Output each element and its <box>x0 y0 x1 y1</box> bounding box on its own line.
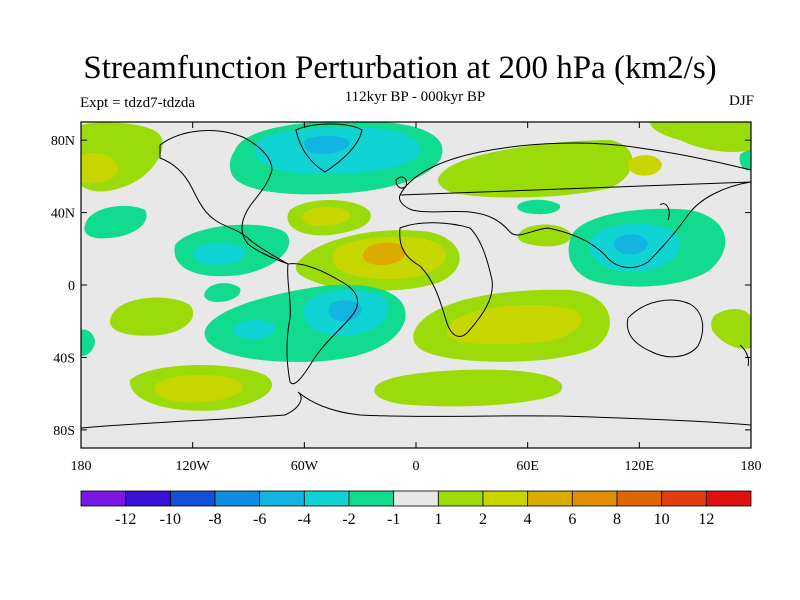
contour-region <box>614 234 648 255</box>
australia-coast <box>626 299 704 358</box>
colorbar-label: -4 <box>298 511 311 528</box>
colorbar-label: 10 <box>654 511 670 528</box>
lon-tick-label: 60W <box>291 459 319 474</box>
uk-coast <box>395 176 407 189</box>
colorbar-swatch <box>259 490 305 507</box>
colorbar-swatch <box>169 490 216 507</box>
contour-region <box>650 122 751 152</box>
contour-region <box>328 300 362 322</box>
colorbar-label: -12 <box>115 511 136 528</box>
colorbar-label: 12 <box>698 511 714 528</box>
colorbar-swatch <box>214 490 261 507</box>
lat-tick-label: 40S <box>53 351 75 366</box>
colorbar-swatch <box>348 490 395 507</box>
season-label: DJF <box>728 93 754 109</box>
contour-region <box>517 199 561 215</box>
africa-coast <box>399 222 493 337</box>
contour-region <box>84 205 147 239</box>
contour-region <box>362 242 406 266</box>
contour-region <box>446 305 581 345</box>
eurasia-coast <box>399 142 751 269</box>
south-america-coast <box>286 263 358 385</box>
contour-region <box>438 140 633 198</box>
lat-tick-label: 0 <box>68 279 75 294</box>
colorbar-swatch <box>80 490 127 507</box>
chart-title: Streamfunction Perturbation at 200 hPa (… <box>83 50 717 86</box>
contour-region <box>81 153 118 183</box>
contour-region <box>204 283 241 302</box>
colorbar-label: 4 <box>524 511 532 528</box>
north-america-coast <box>159 130 289 265</box>
colorbar-swatch <box>482 490 529 507</box>
colorbar-label: -1 <box>387 511 400 528</box>
colorbar-swatch <box>616 490 663 507</box>
colorbar-swatch <box>437 490 484 507</box>
coastlines <box>81 123 751 429</box>
contour-fill-layer <box>81 122 751 411</box>
japan-coast <box>659 203 670 221</box>
greenland-coast <box>295 123 363 173</box>
axis-ticks: 180 120W 60W 0 60E 120E 180 80N 40N 0 40S 80S <box>51 122 762 474</box>
contour-region <box>304 135 350 154</box>
contour-region <box>711 308 751 349</box>
lon-tick-label: 180 <box>71 459 92 474</box>
contour-region <box>739 150 751 171</box>
lat-tick-label: 80S <box>53 424 75 439</box>
contour-region <box>627 155 662 176</box>
contour-region <box>233 319 276 340</box>
new-zealand-coast <box>739 344 749 367</box>
colorbar-swatch <box>661 490 707 507</box>
colorbar-label: -8 <box>208 511 221 528</box>
colorbar-label: 2 <box>479 511 487 528</box>
contour-region <box>193 242 246 266</box>
colorbar-label: -2 <box>342 511 355 528</box>
lon-tick-label: 0 <box>413 459 420 474</box>
colorbar: -12 -10 -8 -6 -4 -2 -1 1 2 4 6 8 10 12 <box>80 490 752 528</box>
contour-region <box>374 369 563 407</box>
colorbar-label: 6 <box>568 511 576 528</box>
lat-tick-label: 80N <box>51 134 75 149</box>
lon-tick-label: 180 <box>741 459 762 474</box>
colorbar-swatch <box>527 490 573 507</box>
colorbar-label: -10 <box>160 511 181 528</box>
chart-subtitle: 112kyr BP - 000kyr BP <box>344 89 486 105</box>
colorbar-swatch <box>303 490 350 507</box>
contour-region <box>81 329 95 356</box>
contour-region <box>109 297 194 336</box>
contour-region <box>154 374 243 403</box>
colorbar-swatch <box>125 490 171 507</box>
colorbar-swatch <box>571 490 618 507</box>
lon-tick-label: 120E <box>625 459 655 474</box>
experiment-label: Expt = tdzd7-tdzda <box>80 95 196 111</box>
lat-tick-label: 40N <box>51 207 75 222</box>
antarctica-coast <box>81 391 751 429</box>
colorbar-swatch <box>393 490 439 507</box>
colorbar-label: -6 <box>253 511 266 528</box>
lon-tick-label: 60E <box>516 459 539 474</box>
colorbar-label: 8 <box>613 511 621 528</box>
contour-region <box>302 206 351 226</box>
lon-tick-label: 120W <box>176 459 211 474</box>
colorbar-label: 1 <box>434 511 442 528</box>
colorbar-swatch <box>705 490 752 507</box>
